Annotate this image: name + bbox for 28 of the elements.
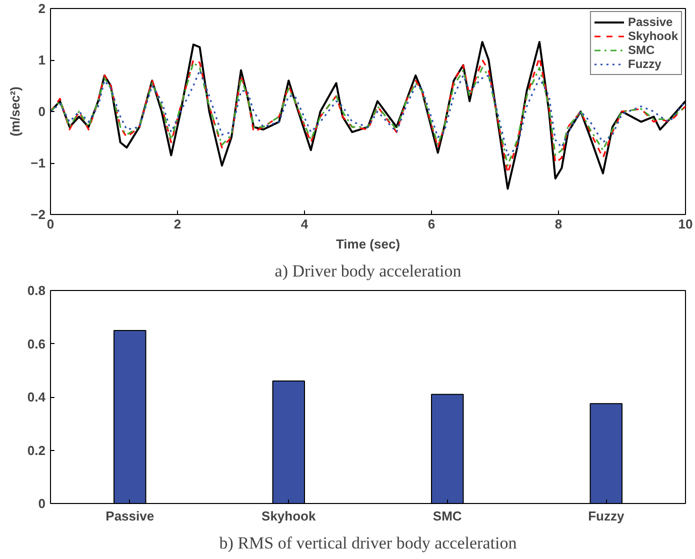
y-tick-label: 0.8	[27, 283, 46, 298]
y-tick-label: 0.4	[27, 390, 46, 404]
y-tick-label: 0.6	[27, 336, 46, 352]
legend-label: Passive	[628, 15, 673, 29]
y-tick-label: −1	[30, 156, 46, 170]
y-tick-label: −2	[30, 207, 46, 222]
x-tick-label: 8	[554, 216, 562, 232]
y-axis-title: (m/sec²)	[8, 86, 23, 136]
x-axis-title: Time (sec)	[336, 236, 400, 252]
text: b) RMS of vertical driver body acceleration	[219, 534, 518, 552]
x-tick-label: SMC	[432, 508, 462, 524]
x-tick-label: 6	[428, 216, 436, 232]
x-tick-label: 10	[678, 216, 693, 232]
text: a) Driver body acceleration	[274, 262, 462, 280]
legend-label: Fuzzy	[628, 57, 662, 71]
y-tick-label: 2	[38, 1, 46, 16]
x-tick-label: Fuzzy	[588, 508, 625, 524]
x-tick-label: Passive	[106, 508, 154, 524]
y-tick-label: 1	[38, 52, 46, 68]
x-tick-label: 4	[300, 216, 309, 232]
legend-label: SMC	[628, 43, 655, 57]
y-tick-label: 0.2	[27, 442, 46, 458]
legend-label: Skyhook	[628, 29, 678, 43]
y-tick-label: 0	[38, 104, 46, 119]
line-series	[50, 70, 686, 156]
y-tick-label: 0	[38, 496, 46, 511]
x-tick-label: Skyhook	[262, 508, 316, 524]
x-tick-label: 2	[174, 216, 182, 232]
